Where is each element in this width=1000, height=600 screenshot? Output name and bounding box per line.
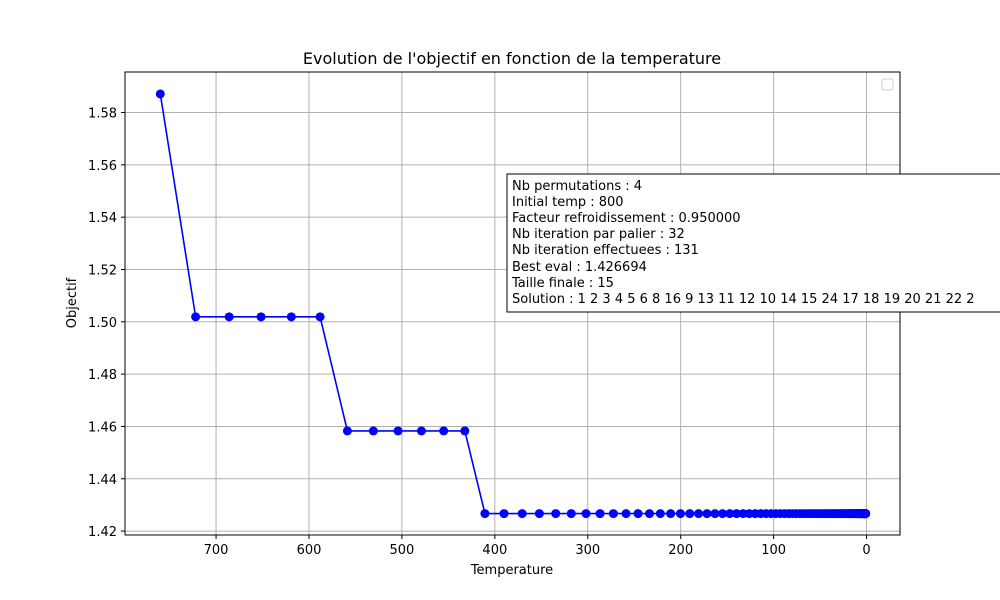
data-point [499,509,509,519]
y-tick-label: 1.54 [88,211,117,226]
data-point [416,426,426,436]
x-tick-label: 600 [297,543,322,558]
data-point [710,509,720,519]
data-point [224,312,234,322]
data-point [368,426,378,436]
data-point [581,509,591,519]
data-point [480,509,490,519]
data-point [861,509,871,519]
data-point [675,509,685,519]
data-point [666,509,676,519]
y-tick-label: 1.42 [88,525,117,540]
y-tick-label: 1.52 [88,263,117,278]
data-point [725,509,735,519]
data-point [191,312,201,322]
x-tick-label: 100 [761,543,786,558]
info-line-taille-finale: Taille finale : 15 [511,276,614,291]
chart-title: Evolution de l'objectif en fonction de l… [303,49,721,68]
y-tick-label: 1.46 [88,420,117,435]
data-point [685,509,695,519]
data-point [608,509,618,519]
info-line-initial-temp: Initial temp : 800 [512,195,624,210]
info-box-frame [506,173,1000,313]
data-point [718,509,728,519]
y-tick-label: 1.58 [88,107,117,122]
y-axis: 1.42 1.44 1.46 1.48 1.50 1.52 1.54 1.56 1.58 [88,107,125,540]
data-series [155,89,871,519]
data-point [460,426,470,436]
x-tick-label: 0 [862,543,870,558]
data-point [633,509,643,519]
x-tick-label: 500 [390,543,415,558]
y-tick-label: 1.44 [88,473,117,488]
data-point [621,509,631,519]
data-point [738,509,748,519]
info-line-iter-palier: Nb iteration par palier : 32 [512,227,685,242]
info-line-iter-effectuees: Nb iteration effectuees : 131 [512,243,699,258]
info-line-nb-permutations: Nb permutations : 4 [512,179,642,194]
data-point [644,509,654,519]
x-tick-label: 400 [482,543,507,558]
data-point [566,509,576,519]
data-point [286,312,296,322]
y-tick-label: 1.56 [88,159,117,174]
data-point [393,426,403,436]
data-point [732,509,742,519]
data-point [315,312,325,322]
y-tick-label: 1.50 [88,316,117,331]
data-point [655,509,665,519]
data-point [342,426,352,436]
data-point [551,509,561,519]
info-line-best-eval: Best eval : 1.426694 [512,260,647,275]
x-axis-label: Temperature [470,563,553,578]
x-tick-label: 300 [575,543,600,558]
data-point [702,509,712,519]
legend-box [881,78,894,91]
data-point [517,509,527,519]
data-point [595,509,605,519]
info-line-solution: Solution : 1 2 3 4 5 6 8 16 9 13 11 12 1… [512,292,975,307]
y-axis-label: Objectif [65,277,80,328]
data-point [534,509,544,519]
data-point [439,426,449,436]
data-point [155,89,165,99]
data-point [256,312,266,322]
x-axis: 700 600 500 400 300 200 100 0 [204,535,871,558]
info-line-facteur: Facteur refroidissement : 0.950000 [512,211,741,226]
x-tick-label: 200 [668,543,693,558]
data-point [694,509,704,519]
info-box: Nb permutations : 4 Initial temp : 800 F… [506,173,1000,313]
y-tick-label: 1.48 [88,368,117,383]
x-tick-label: 700 [204,543,229,558]
